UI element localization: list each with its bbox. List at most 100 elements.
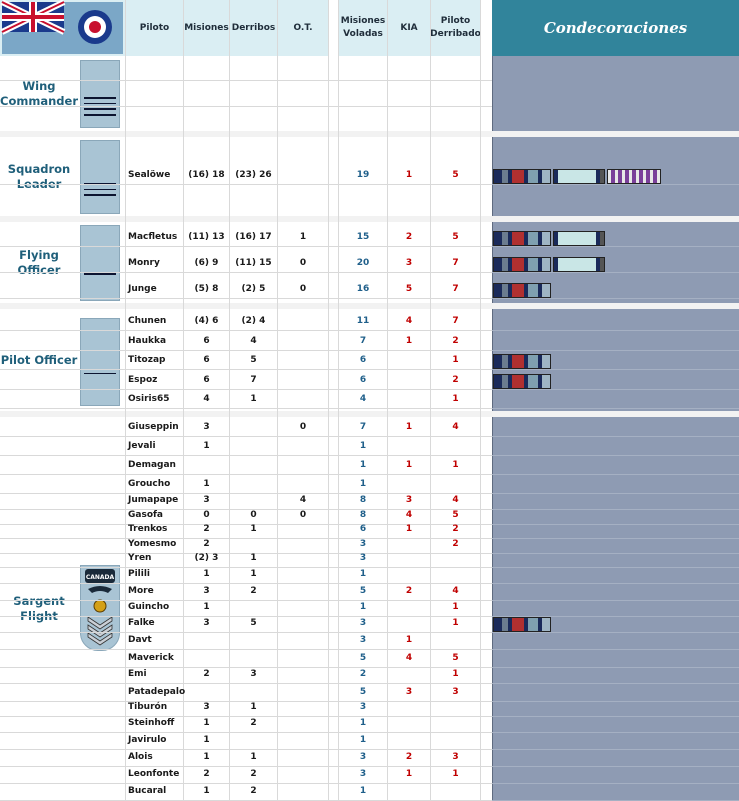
pilot-kia-cell: 3 [405, 258, 413, 268]
pilot-derribos-cell [230, 652, 277, 665]
pilot-derribos-cell: 1 [250, 553, 257, 563]
row-gridline [0, 766, 492, 767]
header-piloto: Piloto [126, 0, 183, 56]
header-kia: KIA [388, 0, 430, 56]
pilot-voladas-cell: 3 [359, 618, 367, 628]
pilot-ot-cell: 0 [299, 284, 307, 294]
pilot-derribado-cell: 7 [452, 316, 459, 326]
pilot-derribos-cell: (2) 5 [241, 284, 266, 294]
pilot-kia-cell [388, 717, 430, 730]
pilot-derribos-cell: 1 [250, 702, 257, 712]
pilot-derribado-cell: 2 [452, 375, 459, 385]
decorations-gridline [492, 567, 739, 568]
pilot-voladas-cell: 4 [359, 394, 367, 404]
ribbon-afc-icon [553, 231, 605, 246]
pilot-kia-cell: 1 [405, 336, 413, 346]
decorations-gridline [492, 350, 739, 351]
decorations-gridline [492, 553, 739, 554]
pilot-ot-cell [278, 354, 328, 367]
row-gridline [0, 509, 492, 510]
pilot-voladas-cell: 19 [356, 170, 370, 180]
row-gridline [0, 184, 492, 185]
pilot-misiones-cell [184, 459, 229, 472]
pilot-name-cell: Tiburón [128, 702, 168, 712]
pilot-ot-cell [278, 374, 328, 387]
pilot-derribado-cell: 1 [452, 355, 459, 365]
rank-squadron-leader: Squadron Leader [7, 162, 71, 191]
pilot-name-cell: Falke [128, 618, 155, 628]
pilot-derribos-cell: (23) 26 [235, 170, 272, 180]
pilot-ot-cell [278, 617, 328, 630]
pilot-derribado-cell: 1 [452, 602, 459, 612]
pilot-ot-cell: 0 [299, 510, 307, 520]
pilot-kia-cell [388, 568, 430, 581]
pilot-derribado-cell: 2 [452, 336, 459, 346]
pilot-voladas-cell: 8 [359, 510, 367, 520]
pilot-ot-cell [278, 315, 328, 328]
pilot-misiones-cell [184, 652, 229, 665]
pilot-misiones-cell: (2) 3 [194, 553, 219, 563]
row-gridline [0, 455, 492, 456]
pilot-name-cell: Groucho [128, 479, 171, 489]
pilot-name-cell: Jevali [128, 441, 156, 451]
pilot-derribado-cell: 2 [452, 539, 459, 549]
row-gridline [0, 583, 492, 584]
row-gridline [0, 408, 492, 409]
pilot-misiones-cell: 1 [203, 569, 210, 579]
pilot-misiones-cell: (5) 8 [194, 284, 219, 294]
decorations-gridline [492, 298, 739, 299]
decorations-gridline [492, 389, 739, 390]
section-separator [0, 411, 739, 417]
pilot-derribos-cell: 1 [250, 569, 257, 579]
pilot-voladas-cell: 2 [359, 669, 367, 679]
pilot-derribos-cell: 1 [250, 394, 257, 404]
pilot-name-cell: Javirulo [128, 735, 167, 745]
pilot-derribado-cell [431, 440, 480, 453]
section-separator [0, 131, 739, 137]
pilot-kia-cell [388, 785, 430, 798]
pilot-derribos-cell: 1 [250, 752, 257, 762]
pilot-kia-cell [388, 478, 430, 491]
pilot-voladas-cell: 1 [359, 602, 367, 612]
pilot-kia-cell [388, 440, 430, 453]
pilot-voladas-cell: 1 [359, 441, 367, 451]
pilot-kia-cell [388, 538, 430, 551]
pilot-kia-cell [388, 552, 430, 565]
ribbon-afc-icon [553, 257, 605, 272]
raf-flag [0, 0, 125, 56]
decorations-gridline [492, 766, 739, 767]
pilot-misiones-cell: (6) 9 [194, 258, 219, 268]
pilot-derribos-cell: (11) 15 [235, 258, 272, 268]
pilot-name-cell: Patadepalo [128, 687, 186, 697]
pilot-ot-cell [278, 335, 328, 348]
pilot-voladas-cell: 1 [359, 786, 367, 796]
pilot-misiones-cell: 6 [203, 355, 210, 365]
ribbon-dfm-icon [607, 169, 661, 184]
ribbon-dfc-icon [493, 169, 551, 184]
pilot-kia-cell: 1 [405, 635, 413, 645]
pilot-derribado-cell: 4 [452, 586, 459, 596]
pilot-ot-cell: 0 [299, 422, 307, 432]
pilot-derribado-cell: 5 [452, 510, 459, 520]
pilot-ot-cell [278, 652, 328, 665]
pilot-ot-cell [278, 552, 328, 565]
pilot-name-cell: Steinhoff [128, 718, 175, 728]
row-gridline [0, 732, 492, 733]
pilot-derribos-cell [230, 634, 277, 647]
pilot-kia-cell: 1 [405, 170, 413, 180]
pilot-derribado-cell: 3 [452, 752, 459, 762]
row-gridline [0, 616, 492, 617]
decorations-gridline [492, 369, 739, 370]
decorations-gridline [492, 732, 739, 733]
pilot-voladas-cell: 3 [359, 635, 367, 645]
pilot-derribos-cell: 2 [250, 769, 257, 779]
pilot-voladas-cell: 1 [359, 735, 367, 745]
pilot-name-cell: Trenkos [128, 524, 168, 534]
decorations-gridline [492, 683, 739, 684]
decorations-gridline [492, 330, 739, 331]
row-gridline [0, 330, 492, 331]
pilot-derribado-cell [431, 701, 480, 714]
pilot-voladas-cell: 1 [359, 479, 367, 489]
decorations-gridline [492, 493, 739, 494]
pilot-voladas-cell: 3 [359, 539, 367, 549]
